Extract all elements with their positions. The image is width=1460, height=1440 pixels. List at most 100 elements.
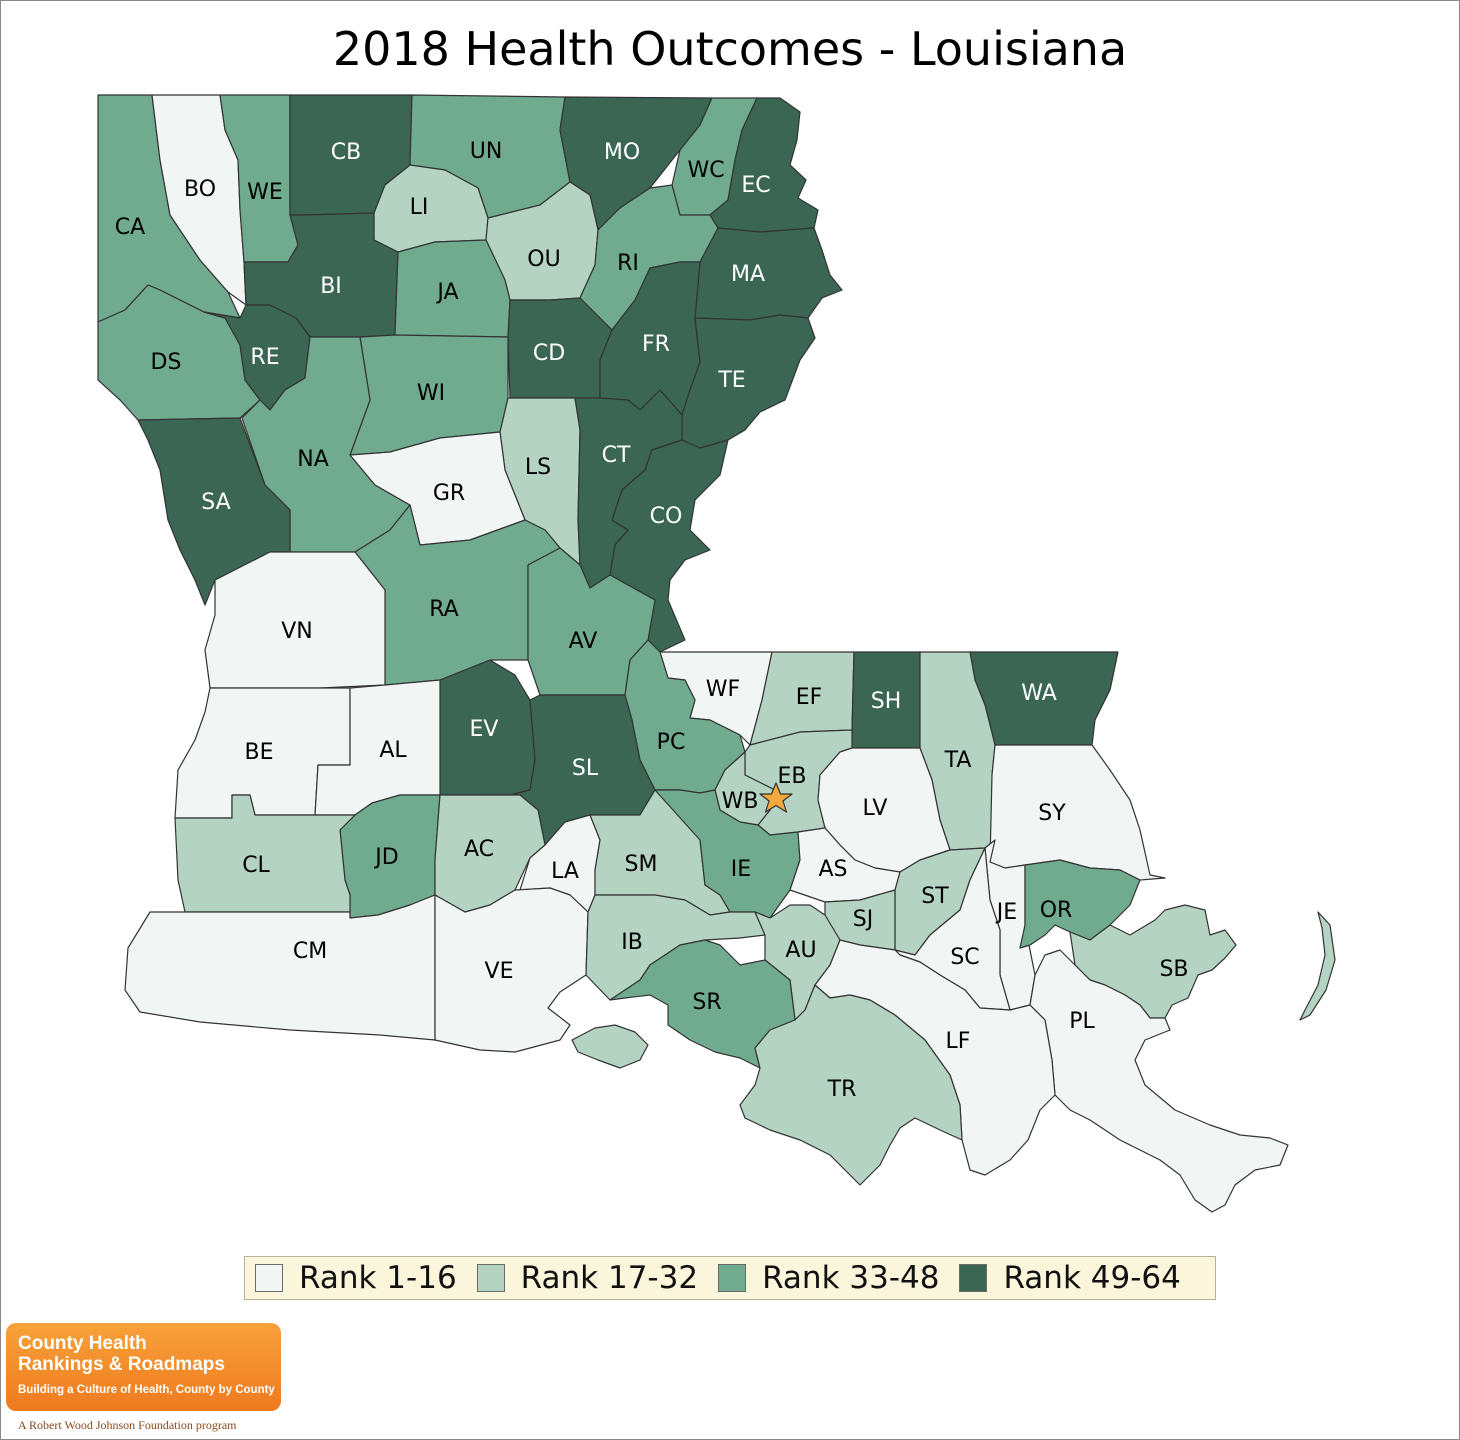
parish-label-WI: WI (417, 381, 445, 406)
parish-VE-island[interactable] (571, 1024, 649, 1069)
parish-label-RI: RI (617, 251, 639, 276)
parish-label-GR: GR (433, 481, 465, 506)
parish-label-EV: EV (470, 717, 499, 742)
parish-label-LS: LS (525, 455, 551, 480)
parish-label-SM: SM (625, 852, 658, 877)
legend-label: Rank 33-48 (762, 1260, 940, 1296)
footer-credit: A Robert Wood Johnson Foundation program (18, 1418, 237, 1432)
parish-label-SC: SC (950, 945, 979, 970)
parish-label-MO: MO (604, 140, 640, 165)
parish-label-BE: BE (245, 740, 274, 765)
parish-label-SA: SA (201, 490, 230, 515)
legend-item-rank-17-32: Rank 17-32 (476, 1260, 699, 1296)
parish-label-LI: LI (410, 195, 429, 220)
parish-label-WF: WF (706, 677, 740, 702)
parish-label-IE: IE (731, 857, 751, 882)
parish-MA[interactable] (694, 227, 843, 321)
parish-label-CD: CD (533, 341, 565, 366)
parish-label-EF: EF (796, 685, 823, 710)
parish-label-AC: AC (464, 837, 494, 862)
legend-item-rank-33-48: Rank 33-48 (718, 1260, 939, 1296)
parish-label-OR: OR (1040, 898, 1073, 923)
parish-label-IB: IB (621, 930, 643, 955)
parish-label-TE: TE (717, 368, 745, 393)
parish-label-SB: SB (1159, 957, 1188, 982)
parish-label-EB: EB (778, 764, 807, 789)
parish-label-PC: PC (657, 730, 686, 755)
parish-label-ST: ST (921, 884, 949, 909)
parish-label-UN: UN (470, 139, 503, 164)
legend-label: Rank 17-32 (520, 1260, 699, 1296)
parish-VE[interactable] (434, 887, 589, 1053)
parish-label-CO: CO (650, 504, 683, 529)
parish-AC[interactable] (434, 794, 546, 913)
parish-label-LA: LA (551, 859, 579, 884)
parish-label-WA: WA (1021, 681, 1057, 706)
parish-label-CT: CT (602, 443, 631, 468)
parish-label-SR: SR (692, 990, 721, 1015)
logo-tagline: Building a Culture of Health, County by … (18, 1384, 275, 1396)
parish-label-FR: FR (642, 332, 670, 357)
parish-label-BO: BO (184, 177, 216, 202)
parish-label-CM: CM (293, 939, 327, 964)
parish-label-TA: TA (944, 748, 972, 773)
parish-PL[interactable] (1029, 949, 1289, 1213)
parish-label-WB: WB (722, 789, 759, 814)
parish-SY[interactable] (989, 744, 1166, 881)
legend-label: Rank 1-16 (299, 1260, 457, 1296)
parish-label-NA: NA (297, 447, 329, 472)
parish-label-WC: WC (687, 158, 724, 183)
parish-label-WE: WE (247, 180, 283, 205)
parish-label-JD: JD (373, 845, 398, 870)
parish-TR[interactable] (739, 984, 963, 1186)
parish-label-VN: VN (281, 619, 313, 644)
legend-item-rank-1-16: Rank 1-16 (255, 1260, 457, 1296)
louisiana-map: CA BO WE CB UN MO WC EC LI OU RI MA BI JA DS RE CD FR TE WI… (97, 94, 1336, 1213)
legend-label: Rank 49-64 (1003, 1260, 1181, 1296)
parish-CM[interactable] (124, 894, 436, 1041)
parish-TE[interactable] (681, 314, 816, 449)
parish-label-SH: SH (871, 689, 902, 714)
parish-label-JA: JA (435, 280, 458, 305)
legend-swatch (718, 1264, 747, 1292)
parish-EC[interactable] (709, 97, 819, 233)
parish-label-EC: EC (741, 173, 770, 198)
logo-line2: Rankings & Roadmaps (18, 1354, 225, 1375)
parish-label-PL: PL (1069, 1009, 1095, 1034)
capital-star-icon (759, 782, 793, 813)
parish-label-TR: TR (827, 1077, 857, 1102)
legend-swatch (476, 1264, 505, 1292)
parish-label-AL: AL (379, 738, 407, 763)
legend-swatch (959, 1264, 988, 1292)
logo-title: County Health Rankings & Roadmaps (18, 1333, 225, 1375)
parish-label-MA: MA (731, 262, 765, 287)
parish-label-RE: RE (250, 345, 279, 370)
map-title: 2018 Health Outcomes - Louisiana (332, 22, 1128, 76)
parish-label-DS: DS (151, 350, 182, 375)
parish-SB-island[interactable] (1299, 911, 1336, 1021)
parish-label-LV: LV (863, 796, 888, 821)
parish-label-AV: AV (569, 629, 598, 654)
parish-SA[interactable] (137, 417, 291, 606)
logo-line1: County Health (18, 1333, 147, 1354)
parish-label-CA: CA (115, 215, 145, 240)
parish-label-RA: RA (429, 597, 458, 622)
legend: Rank 1-16 Rank 17-32 Rank 33-48 Rank 49-… (244, 1256, 1216, 1300)
parish-label-SJ: SJ (853, 907, 873, 932)
parish-label-JE: JE (995, 900, 1017, 925)
legend-swatch (255, 1264, 283, 1292)
parish-label-AS: AS (818, 857, 847, 882)
parish-label-OU: OU (527, 247, 560, 272)
parish-label-CB: CB (331, 140, 361, 165)
parish-label-BI: BI (320, 274, 342, 299)
parish-AV[interactable] (527, 547, 656, 696)
parish-label-VE: VE (485, 959, 514, 984)
parish-CO[interactable] (609, 439, 729, 653)
county-health-rankings-logo[interactable]: County Health Rankings & Roadmaps Buildin… (6, 1323, 281, 1411)
parish-label-SL: SL (572, 756, 599, 781)
parish-label-AU: AU (785, 938, 816, 963)
parish-label-SY: SY (1038, 801, 1066, 826)
parish-label-CL: CL (242, 853, 270, 878)
parish-label-LF: LF (946, 1029, 971, 1054)
legend-item-rank-49-64: Rank 49-64 (959, 1260, 1181, 1296)
